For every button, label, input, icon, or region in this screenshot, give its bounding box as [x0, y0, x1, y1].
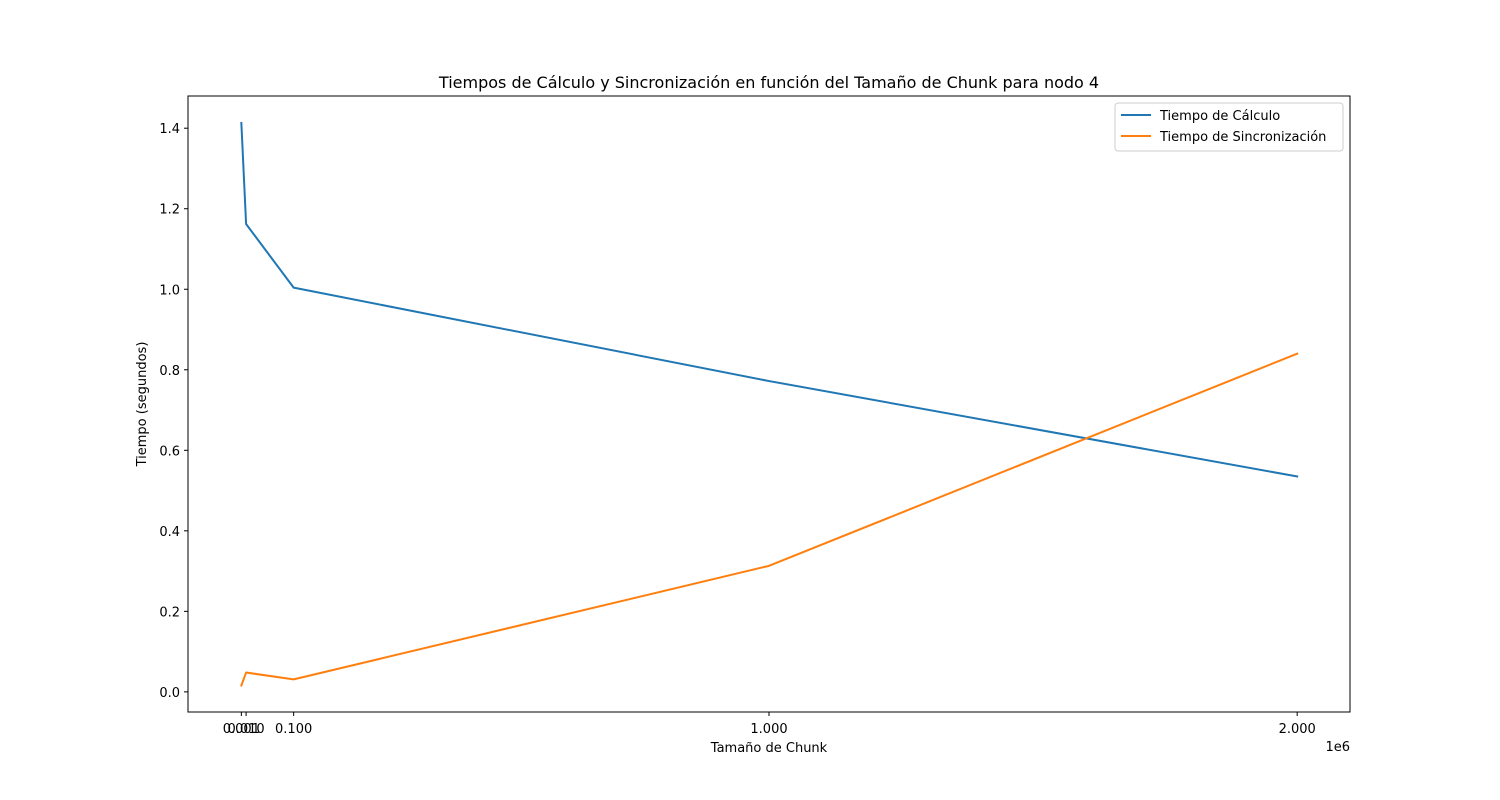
y-tick-label: 1.2: [159, 203, 180, 218]
y-tick-label: 0.2: [159, 605, 180, 620]
y-tick-label: 0.6: [159, 444, 180, 459]
x-tick-label: 0.001: [223, 722, 260, 737]
x-tick-label: 0.100: [275, 722, 312, 737]
legend-label-calculo: Tiempo de Cálculo: [1159, 109, 1280, 124]
x-tick-label: 2.000: [1279, 722, 1316, 737]
y-tick-label: 1.0: [159, 283, 180, 298]
x-axis-offset-label: 1e6: [1325, 740, 1350, 755]
legend-box: [1114, 102, 1344, 152]
series-line-0: [240, 121, 1299, 478]
y-tick-label: 1.4: [159, 122, 180, 137]
chart-title: Tiempos de Cálculo y Sincronización en f…: [438, 73, 1099, 92]
series-layer: [240, 121, 1299, 687]
y-tick-label: 0.8: [159, 364, 180, 379]
y-tick-label: 0.0: [159, 686, 180, 701]
y-ticks: 0.0 0.2 0.4 0.6 0.8 1.0 1.2 1.4: [159, 122, 188, 701]
legend: Tiempo de Cálculo Tiempo de Sincronizaci…: [1114, 102, 1344, 152]
legend-label-sincronizacion: Tiempo de Sincronización: [1159, 130, 1326, 145]
x-tick-label: 0.010: [227, 722, 264, 737]
y-axis-label: Tiempo (segundos): [135, 342, 150, 468]
x-tick-label: 1.000: [750, 722, 787, 737]
x-axis-label: Tamaño de Chunk: [710, 741, 828, 756]
y-tick-label: 0.4: [159, 525, 180, 540]
series-line-1: [240, 352, 1299, 687]
